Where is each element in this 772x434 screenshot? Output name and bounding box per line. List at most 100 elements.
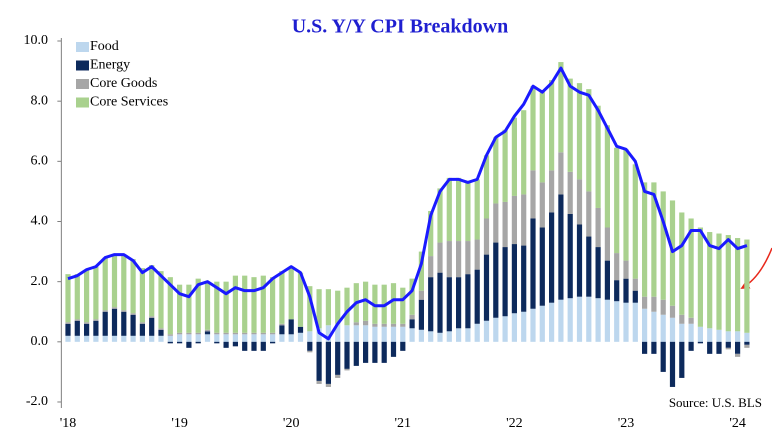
- bar-segment: [623, 278, 629, 303]
- bar-segment: [353, 322, 359, 326]
- bar-segment: [232, 334, 238, 342]
- legend-swatch: [76, 42, 89, 52]
- bar-segment: [474, 269, 480, 324]
- bar-segment: [725, 235, 731, 332]
- y-tick-label: 4.0: [31, 214, 49, 229]
- y-tick-label: 2.0: [31, 274, 49, 289]
- bar-segment: [214, 341, 220, 344]
- bar-segment: [688, 218, 694, 318]
- bar-segment: [251, 334, 257, 342]
- bar-segment: [353, 341, 359, 366]
- bar-segment: [716, 329, 722, 342]
- bar-segment: [242, 275, 248, 333]
- bar-segment: [688, 317, 694, 324]
- bar-segment: [307, 331, 313, 342]
- bar-segment: [614, 301, 620, 342]
- bar-segment: [344, 341, 350, 369]
- bar-segment: [297, 332, 304, 342]
- bar-segment: [65, 322, 71, 324]
- bar-segment: [316, 341, 322, 381]
- bar-segment: [530, 170, 536, 219]
- bar-segment: [511, 195, 517, 245]
- bar-segment: [177, 284, 183, 333]
- bar-segment: [316, 380, 322, 384]
- bar-segment: [195, 334, 201, 342]
- bar-segment: [325, 289, 331, 326]
- bar-segment: [149, 316, 155, 318]
- bar-segment: [428, 210, 434, 257]
- legend-swatch: [76, 60, 89, 71]
- bar-segment: [465, 274, 471, 329]
- bar-segment: [270, 277, 276, 333]
- bar-segment: [186, 332, 192, 335]
- x-tick-label: '20: [283, 416, 300, 431]
- bar-segment: [446, 277, 452, 332]
- bar-segment: [65, 274, 71, 323]
- bar-segment: [307, 341, 313, 351]
- bar-segment: [632, 164, 638, 279]
- bar-segment: [158, 271, 164, 329]
- bar-segment: [437, 242, 443, 273]
- bar-segment: [418, 290, 424, 300]
- bar-segment: [390, 341, 397, 357]
- bar-segment: [400, 323, 406, 327]
- legend-label: Core Services: [90, 95, 168, 110]
- bar-segment: [260, 334, 266, 342]
- bar-segment: [521, 110, 527, 195]
- bar-segment: [214, 281, 220, 333]
- bar-segment: [428, 331, 434, 342]
- bar-segment: [204, 331, 211, 335]
- bar-segment: [483, 155, 490, 219]
- bar-segment: [65, 335, 71, 342]
- bar-segment: [381, 323, 387, 327]
- bar-segment: [521, 245, 527, 312]
- bar-segment: [223, 281, 229, 333]
- x-tick-label: '22: [506, 416, 523, 431]
- bar-segment: [539, 92, 545, 183]
- bar-segment: [576, 179, 583, 225]
- bar-segment: [363, 320, 369, 326]
- bar-segment: [576, 224, 583, 297]
- y-tick-label: 10.0: [24, 33, 49, 48]
- bar-segment: [381, 341, 387, 363]
- bar-segment: [74, 274, 80, 320]
- bar-segment: [270, 334, 276, 342]
- legend-label: Core Goods: [90, 76, 157, 91]
- bar-segment: [437, 188, 443, 243]
- bar-segment: [390, 326, 397, 342]
- bar-segment: [251, 332, 257, 335]
- bar-segment: [195, 332, 201, 335]
- bar-segment: [521, 194, 527, 246]
- bar-segment: [316, 289, 322, 329]
- bar-segment: [502, 201, 508, 248]
- bar-segment: [576, 296, 583, 342]
- bar-segment: [177, 341, 183, 344]
- bar-segment: [260, 332, 266, 335]
- bar-segment: [390, 283, 397, 324]
- bar-segment: [121, 335, 127, 342]
- bar-segment: [549, 170, 555, 213]
- bar-segment: [651, 296, 657, 312]
- bar-segment: [93, 335, 99, 342]
- bar-segment: [567, 213, 573, 299]
- bar-segment: [558, 62, 564, 153]
- chart-title: U.S. Y/Y CPI Breakdown: [292, 16, 509, 38]
- bar-segment: [242, 332, 248, 335]
- bar-segment: [623, 260, 629, 279]
- bar-segment: [167, 335, 173, 342]
- x-tick-label: '18: [60, 416, 77, 431]
- bar-segment: [102, 257, 108, 311]
- bar-segment: [623, 149, 629, 261]
- bar-segment: [493, 203, 499, 243]
- bar-segment: [74, 320, 80, 336]
- bar-segment: [177, 332, 183, 335]
- bar-segment: [102, 310, 108, 312]
- bar-segment: [586, 191, 592, 237]
- bar-segment: [167, 341, 173, 344]
- bar-segment: [446, 177, 452, 242]
- bar-segment: [418, 299, 424, 330]
- bar-segment: [725, 331, 731, 342]
- bar-segment: [642, 308, 648, 342]
- bar-segment: [567, 298, 573, 342]
- bar-segment: [121, 310, 127, 312]
